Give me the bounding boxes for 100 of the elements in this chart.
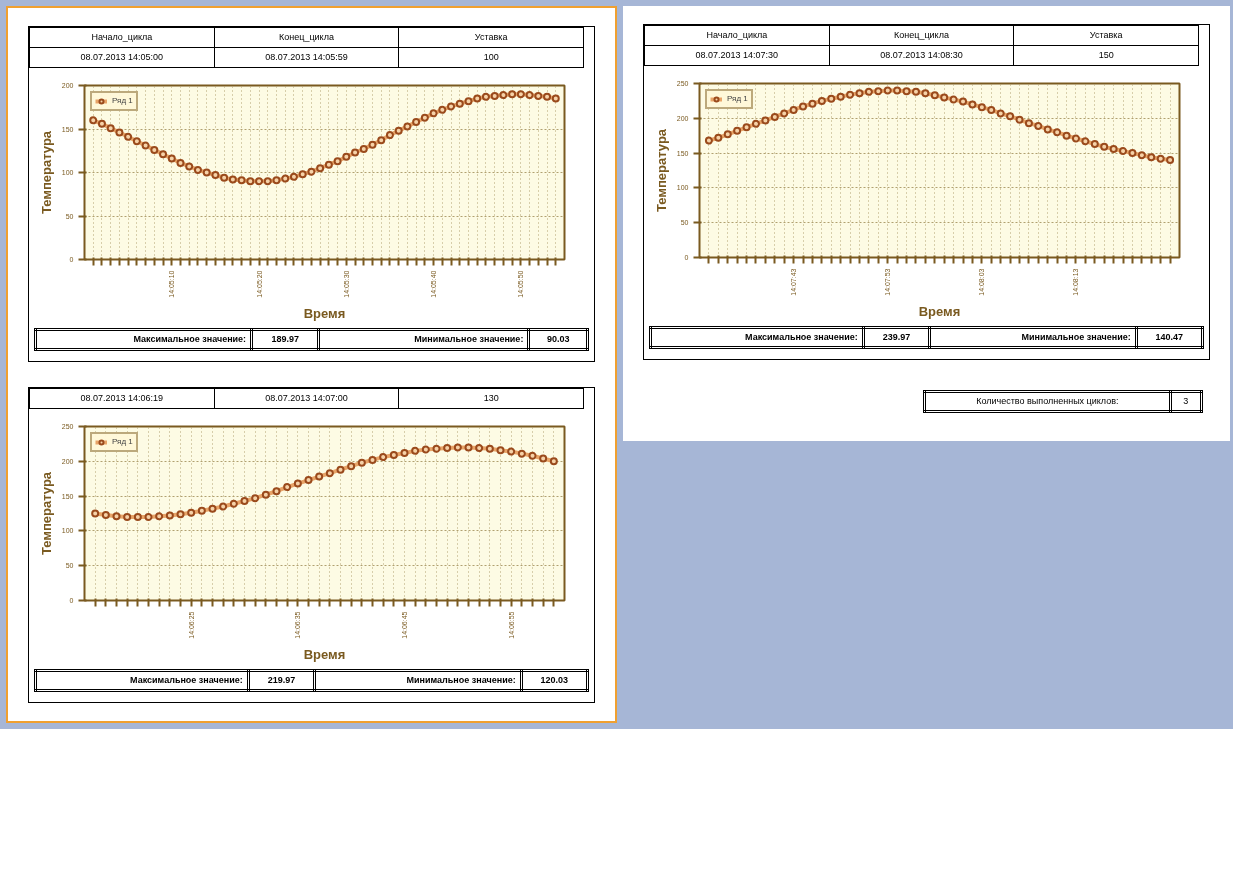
text: Минимальное значение: [314, 670, 522, 691]
point [91, 509, 100, 518]
point [394, 126, 403, 135]
point [1100, 142, 1109, 151]
point [1024, 119, 1033, 127]
text: Количество выполненных циклов: [924, 391, 1171, 412]
x-axis-title: Время [918, 303, 961, 319]
point [187, 508, 196, 517]
legend-label: Ряд 1 [727, 93, 748, 104]
point [272, 487, 281, 496]
point [211, 170, 220, 179]
point [490, 91, 499, 100]
y-axis-title: Температура [653, 127, 669, 212]
point [780, 109, 789, 118]
point [543, 92, 552, 101]
text: 3 [1170, 391, 1202, 412]
point [123, 512, 132, 521]
point [447, 102, 456, 111]
x-axis-title: Время [303, 305, 346, 321]
text: Максимальное значение: [35, 329, 252, 350]
point [453, 443, 462, 452]
point [516, 90, 525, 99]
point [220, 173, 229, 182]
point [996, 109, 1005, 118]
point [733, 126, 742, 135]
point [112, 512, 121, 521]
point [432, 444, 441, 453]
point [246, 177, 255, 186]
point [261, 490, 270, 499]
point [1081, 137, 1090, 146]
point [400, 448, 409, 457]
point [528, 451, 537, 460]
point [1090, 139, 1099, 148]
point [1166, 155, 1175, 164]
point [263, 177, 272, 186]
point [517, 449, 526, 458]
point [229, 499, 238, 508]
point [1062, 131, 1071, 140]
text: 150 [1013, 45, 1199, 66]
point [185, 162, 194, 171]
point [473, 94, 482, 103]
point [359, 144, 368, 153]
point [874, 86, 883, 95]
point [228, 175, 237, 184]
point [864, 87, 873, 96]
point [132, 137, 141, 145]
point [751, 119, 760, 128]
point [324, 160, 333, 169]
point [1015, 115, 1024, 124]
text: 239.97 [863, 327, 930, 348]
point [289, 172, 298, 181]
point [385, 130, 394, 139]
y-axis-title: Температура [38, 129, 54, 214]
point [455, 99, 464, 108]
point [202, 168, 211, 177]
text: 189.97 [251, 329, 319, 350]
point [1156, 154, 1165, 163]
point [930, 91, 939, 100]
point [987, 105, 996, 114]
point [420, 113, 429, 122]
point [968, 100, 977, 109]
point [1109, 144, 1118, 153]
point [429, 109, 438, 118]
point [89, 116, 98, 125]
point [723, 130, 732, 139]
legend-label: Ряд 1 [112, 436, 133, 447]
point [208, 504, 217, 513]
point [255, 177, 264, 186]
text: Минимальное значение: [318, 329, 529, 350]
point [921, 89, 930, 98]
point [133, 512, 142, 521]
point [251, 493, 260, 502]
point [298, 170, 307, 179]
point [342, 152, 351, 161]
point [176, 158, 185, 167]
text: 90.03 [528, 329, 588, 350]
point [977, 103, 986, 111]
point [176, 510, 185, 518]
point [940, 93, 949, 102]
point [97, 119, 106, 128]
point [124, 132, 133, 141]
point [507, 447, 516, 456]
point [144, 512, 153, 521]
point [817, 96, 826, 105]
point [159, 150, 168, 159]
text: Начало_цикла [644, 25, 830, 46]
point [193, 165, 202, 174]
text: 130 [398, 388, 584, 409]
point [761, 116, 770, 125]
text: 08.07.2013 14:07:00 [214, 388, 399, 409]
point [496, 445, 505, 454]
point [150, 145, 159, 154]
point [1071, 134, 1080, 143]
point [551, 94, 560, 103]
point [883, 86, 892, 95]
text: Конец_цикла [214, 27, 399, 48]
text: Уставка [398, 27, 584, 48]
point [949, 95, 958, 104]
point [167, 154, 176, 163]
point [421, 445, 430, 454]
